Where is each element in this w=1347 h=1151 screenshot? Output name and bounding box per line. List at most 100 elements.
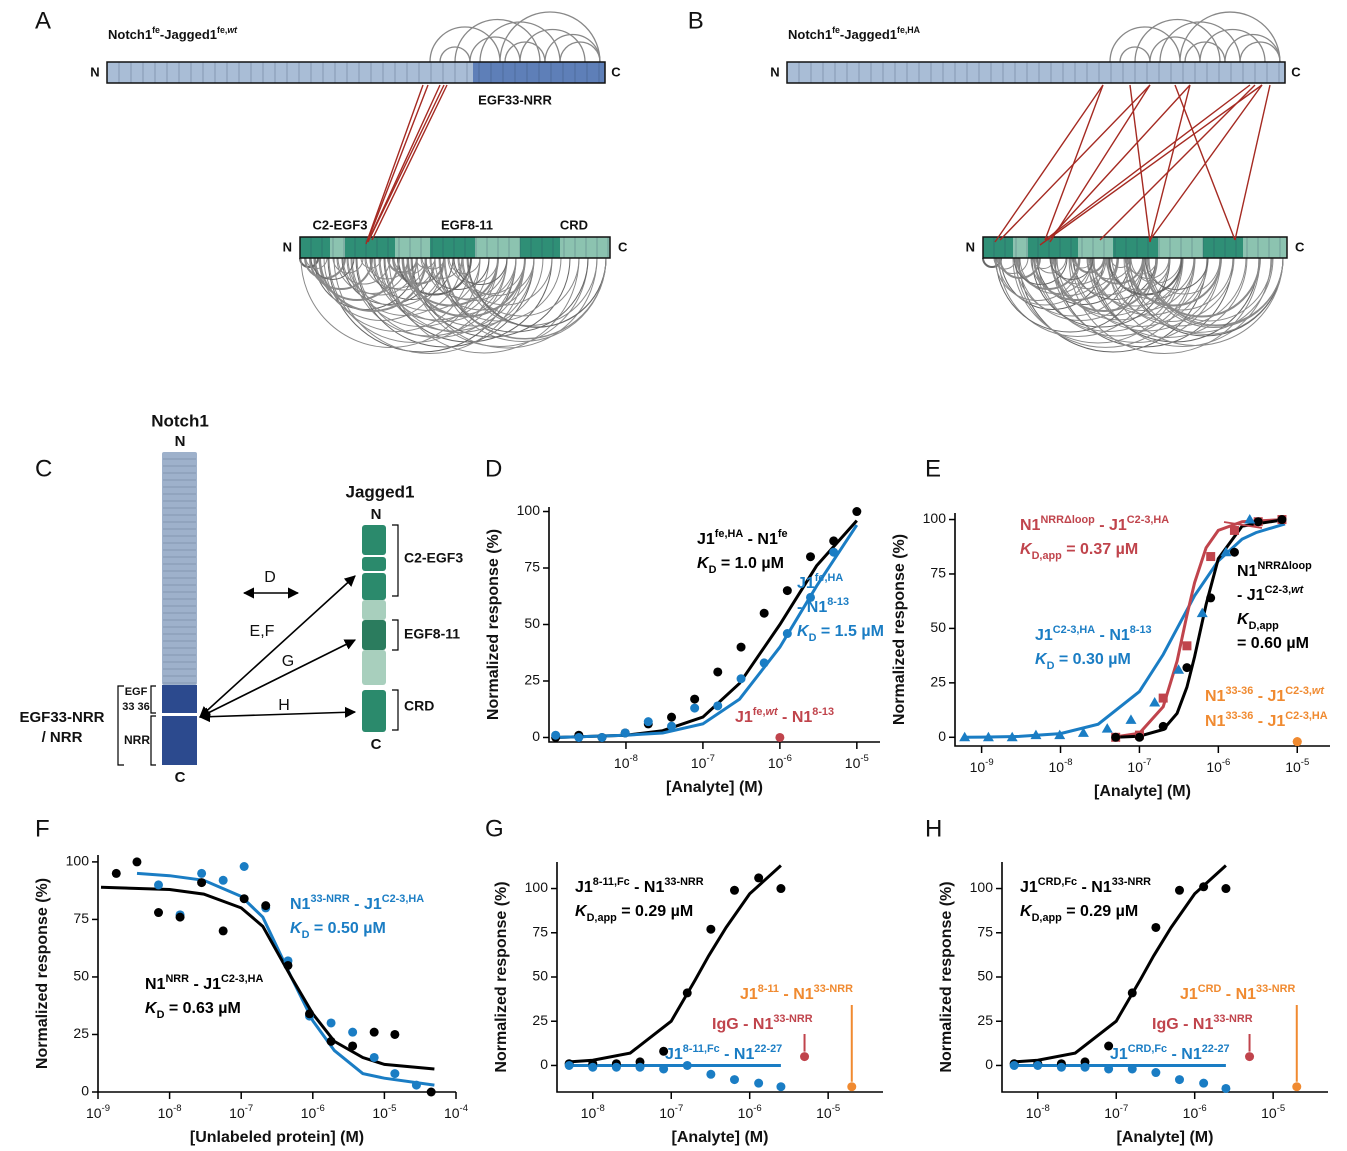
series-label: N1NRRΔloop [1237, 560, 1312, 580]
crosslink-arc [1030, 257, 1107, 296]
text-run: fe, [217, 25, 227, 35]
series-label: J18-11 - N133-NRR [740, 983, 853, 1003]
data-point [305, 1009, 315, 1019]
axis-line [954, 513, 1330, 747]
crosslink-line [365, 84, 424, 245]
data-point [326, 1036, 336, 1046]
data-point [175, 912, 185, 922]
data-point [1220, 546, 1232, 557]
text-run: N1 [1205, 713, 1226, 730]
crosslink-arc [429, 26, 501, 63]
crosslink-line [1047, 84, 1191, 241]
crosslink-arc [314, 257, 400, 301]
y-tick-label: 0 [532, 728, 540, 744]
series-label: J1fe,HA [797, 572, 843, 592]
crosslink-arc [994, 257, 1081, 301]
y-axis-label: Normalized response (%) [493, 881, 510, 1072]
y-tick-label: 100 [923, 510, 947, 526]
arrow [199, 575, 356, 718]
crosslink-arc [1108, 257, 1183, 296]
crosslink-arc [310, 257, 355, 280]
y-tick-label: 25 [532, 1012, 548, 1028]
text-run: - N1 [778, 709, 813, 726]
y-tick-label: 50 [524, 615, 540, 631]
text-run: fe [832, 25, 840, 35]
data-point [326, 1018, 336, 1028]
data-point [1199, 1078, 1209, 1088]
text-run: 10 [1183, 1105, 1199, 1121]
data-point [659, 1064, 669, 1074]
crosslink-arc [1134, 18, 1221, 63]
text-run: -6 [783, 753, 791, 764]
data-point [982, 731, 994, 742]
jagged-domain [362, 620, 386, 650]
jagged-domain [362, 600, 386, 620]
crosslink-line [1044, 84, 1104, 241]
text-run: 10 [158, 1105, 174, 1121]
data-point [1158, 721, 1168, 731]
text-run: -5 [388, 1103, 396, 1114]
text-run: fe [778, 528, 788, 540]
jagged-bar-segment [1113, 237, 1158, 258]
text-run: - N1 [1167, 1046, 1202, 1063]
text-run: -7 [675, 1103, 683, 1114]
data-point [713, 701, 723, 711]
c-terminus: C [371, 736, 382, 753]
domain-label: NRR [124, 733, 150, 747]
text-run: -8 [173, 1103, 181, 1114]
crosslink-arc [439, 46, 471, 63]
fit-curve [1115, 518, 1286, 739]
data-point [643, 717, 653, 727]
text-run: -8 [596, 1103, 604, 1114]
crosslink-arc [355, 257, 535, 348]
text-run: - J1 [350, 896, 382, 913]
text-run: -7 [245, 1103, 253, 1114]
crosslink-arc [424, 257, 508, 300]
crosslink-arc [388, 257, 580, 354]
x-tick-label: 10-8 [1026, 1103, 1050, 1121]
text-run: 33-36 [1225, 685, 1253, 697]
crosslink-line [999, 84, 1151, 241]
text-run: - N1 [1221, 986, 1256, 1003]
data-point [218, 926, 228, 936]
y-tick-label: 100 [66, 853, 90, 869]
data-point [775, 732, 785, 742]
text-run: N1 [290, 896, 311, 913]
crosslink-arc [1034, 257, 1183, 332]
crosslink-arc [499, 11, 601, 63]
crosslink-arc [1053, 257, 1170, 316]
text-run: 33-NRR [1213, 1013, 1252, 1025]
crosslink-arc [425, 257, 490, 290]
x-tick-label: 10-5 [1261, 1103, 1285, 1121]
text-run: 10 [614, 755, 630, 771]
text-run: 33-36 [1225, 710, 1253, 722]
text-run: K [697, 555, 710, 572]
crosslink-arc [1149, 36, 1201, 63]
jagged-domain [362, 525, 386, 555]
data-point [390, 1069, 400, 1079]
text-run: 22-27 [1202, 1043, 1230, 1055]
y-tick-label: 25 [524, 672, 540, 688]
series-label: J1CRD - N133-NRR [1180, 983, 1295, 1003]
text-run: D [809, 632, 817, 644]
crosslink-arc [1035, 257, 1067, 274]
crosslink-arc [1128, 257, 1234, 311]
x-tick-label: 10-6 [1206, 757, 1230, 775]
text-run: D [157, 1009, 165, 1021]
text-run: 8-13 [812, 706, 834, 718]
data-point [1182, 663, 1192, 673]
data-point [1245, 1052, 1255, 1062]
axis-line [556, 862, 883, 1093]
y-axis-label: Normalized response (%) [938, 881, 955, 1072]
text-run: D,app [587, 912, 618, 924]
panel-letter: G [485, 815, 504, 842]
text-run: fe,HA [897, 25, 921, 35]
text-run: - J1 [189, 976, 221, 993]
crosslink-arc [1105, 257, 1171, 291]
text-run: -4 [460, 1103, 469, 1114]
region-label: / NRR [42, 729, 83, 746]
panel-letter: D [485, 455, 502, 482]
crosslink-line [1049, 84, 1151, 243]
data-point [261, 901, 271, 911]
